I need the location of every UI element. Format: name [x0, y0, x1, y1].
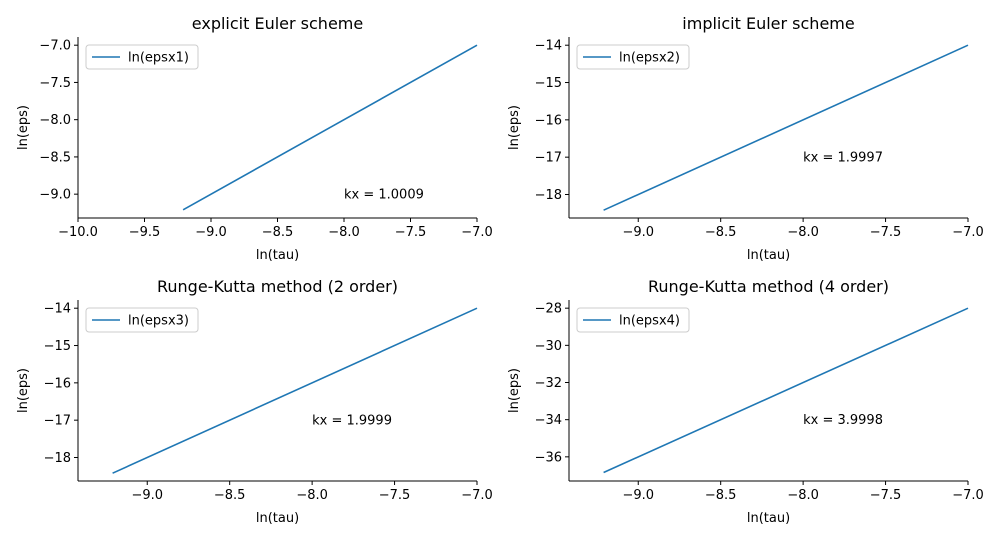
- annotation-label: kx = 1.0009: [344, 188, 424, 203]
- x-tick-label: −9.0: [622, 225, 654, 240]
- annotation-label: kx = 1.9999: [312, 414, 392, 429]
- y-axis-label: ln(eps): [507, 368, 522, 413]
- y-tick-label: −36: [535, 450, 562, 465]
- y-axis-label: ln(eps): [16, 105, 31, 150]
- legend-box: [85, 307, 199, 333]
- chart-panel-3: Runge-Kutta method (2 order) −9.0 −8.5 −8.0…: [16, 277, 493, 526]
- y-axis-label: ln(eps): [507, 105, 522, 150]
- x-tick-label: −7.0: [952, 488, 984, 503]
- y-tick-label: −34: [535, 413, 562, 428]
- x-tick-label: −7.0: [461, 488, 493, 503]
- y-tick-label: −17: [535, 151, 562, 166]
- x-tick-label: −10.0: [58, 225, 98, 240]
- legend-box: [576, 44, 690, 70]
- legend-label: ln(epsx2): [619, 51, 680, 66]
- series-line: [112, 307, 478, 474]
- chart-panel-4: Runge-Kutta method (4 order) −9.0 −8.5 −8.0…: [507, 277, 984, 526]
- legend-label: ln(epsx4): [619, 314, 680, 329]
- chart-title: implicit Euler scheme: [682, 14, 854, 33]
- x-axis-label: ln(tau): [256, 511, 299, 526]
- x-tick-label: −8.0: [787, 225, 819, 240]
- legend-box: [85, 44, 199, 70]
- y-tick-label: −7.0: [39, 39, 71, 54]
- annotation-label: kx = 1.9997: [803, 151, 883, 166]
- chart-title: Runge-Kutta method (2 order): [157, 277, 398, 296]
- y-tick-label: −8.0: [39, 113, 71, 128]
- y-tick-label: −15: [535, 76, 562, 91]
- legend-box: [576, 307, 690, 333]
- series-line: [603, 44, 969, 211]
- legend: ln(epsx1): [85, 44, 199, 70]
- x-tick-label: −8.5: [262, 225, 294, 240]
- x-tick-label: −9.0: [131, 488, 163, 503]
- x-tick-label: −9.5: [129, 225, 161, 240]
- x-axis-label: ln(tau): [256, 248, 299, 263]
- x-tick-label: −8.5: [214, 488, 246, 503]
- x-tick-label: −8.0: [296, 488, 328, 503]
- x-axis-label: ln(tau): [747, 511, 790, 526]
- x-axis-label: ln(tau): [747, 248, 790, 263]
- y-tick-label: −16: [535, 113, 562, 128]
- x-tick-label: −7.5: [395, 225, 427, 240]
- y-axis-label: ln(eps): [16, 368, 31, 413]
- legend-label: ln(epsx3): [128, 314, 189, 329]
- x-tick-label: −8.0: [328, 225, 360, 240]
- y-tick-label: −16: [44, 376, 71, 391]
- annotation-label: kx = 3.9998: [803, 413, 883, 428]
- y-tick-label: −15: [44, 339, 71, 354]
- y-tick-label: −28: [535, 302, 562, 317]
- y-tick-label: −30: [535, 339, 562, 354]
- legend-label: ln(epsx1): [128, 51, 189, 66]
- chart-panel-2: implicit Euler scheme −9.0 −8.5 −8.0 −7.5 −7.…: [507, 14, 984, 263]
- y-tick-label: −9.0: [39, 188, 71, 203]
- x-tick-label: −8.0: [787, 488, 819, 503]
- y-tick-label: −8.5: [39, 150, 71, 165]
- legend: ln(epsx3): [85, 307, 199, 333]
- y-tick-label: −17: [44, 414, 71, 429]
- series-line: [182, 44, 478, 211]
- series-line: [603, 307, 969, 474]
- y-tick-label: −14: [44, 302, 71, 317]
- x-tick-label: −9.0: [195, 225, 227, 240]
- chart-title: Runge-Kutta method (4 order): [648, 277, 889, 296]
- x-tick-label: −8.5: [705, 488, 737, 503]
- x-tick-label: −9.0: [622, 488, 654, 503]
- legend: ln(epsx2): [576, 44, 690, 70]
- chart-title: explicit Euler scheme: [192, 14, 363, 33]
- x-tick-label: −7.0: [461, 225, 493, 240]
- x-tick-label: −7.0: [952, 225, 984, 240]
- chart-panel-1: explicit Euler scheme −10.0 −9.5 −9.0 −8.5 −8…: [16, 14, 493, 263]
- y-tick-label: −7.5: [39, 76, 71, 91]
- x-tick-label: −7.5: [870, 225, 902, 240]
- y-tick-label: −18: [44, 451, 71, 466]
- legend: ln(epsx4): [576, 307, 690, 333]
- y-tick-label: −18: [535, 188, 562, 203]
- x-tick-label: −7.5: [379, 488, 411, 503]
- y-tick-label: −14: [535, 39, 562, 54]
- y-tick-label: −32: [535, 376, 562, 391]
- x-tick-label: −7.5: [870, 488, 902, 503]
- x-tick-label: −8.5: [705, 225, 737, 240]
